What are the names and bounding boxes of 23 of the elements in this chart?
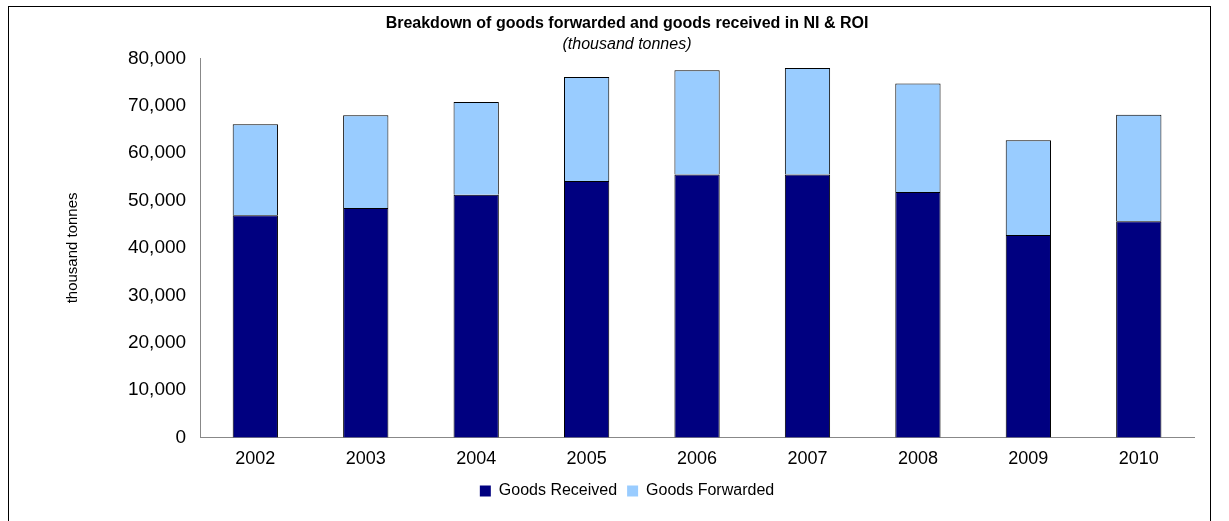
x-tick-label: 2006 (677, 448, 718, 469)
x-tick-label: 2008 (897, 448, 938, 469)
y-tick-label: 0 (175, 425, 187, 447)
x-tick-label: 2007 (787, 448, 828, 469)
x-tick-label: 2010 (1118, 448, 1159, 469)
y-tick-label: 80,000 (127, 46, 187, 68)
x-tick-label: 2004 (456, 448, 497, 469)
y-tick-label: 30,000 (127, 283, 187, 305)
y-tick-label: 40,000 (127, 236, 187, 258)
y-tick-label: 70,000 (127, 94, 187, 116)
x-tick-label: 2003 (345, 448, 386, 469)
x-tick-label: 2002 (235, 448, 276, 469)
chart-title: Breakdown of goods forwarded and goods received in NI & ROI (385, 14, 869, 32)
y-axis-title: thousand tonnes (63, 192, 81, 304)
y-tick-label: 10,000 (127, 378, 187, 400)
x-tick-label: 2009 (1008, 448, 1049, 469)
x-tick-label: 2005 (566, 448, 607, 469)
y-tick-label: 50,000 (127, 188, 187, 210)
legend-label: Goods Forwarded (646, 481, 775, 499)
legend-label: Goods Received (498, 481, 618, 499)
chart-subtitle: (thousand tonnes) (562, 35, 692, 53)
y-tick-label: 60,000 (127, 141, 187, 163)
y-tick-label: 20,000 (127, 330, 187, 352)
